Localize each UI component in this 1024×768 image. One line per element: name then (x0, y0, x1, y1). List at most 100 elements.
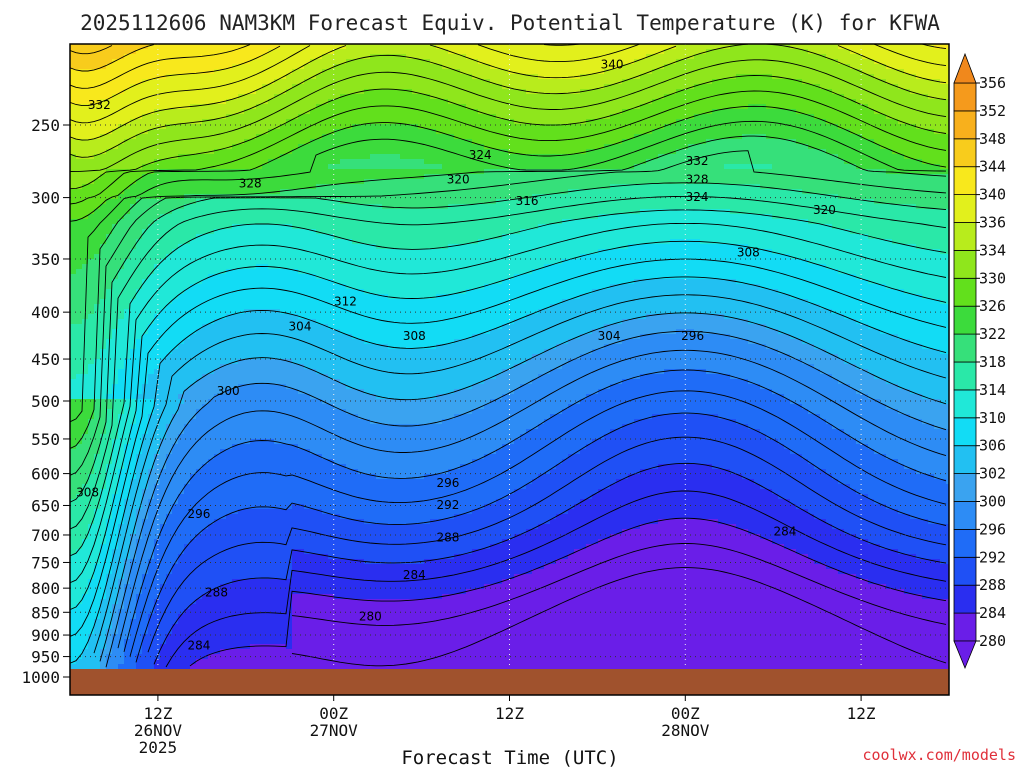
contour-cell (208, 99, 215, 105)
contour-cell (130, 379, 137, 385)
contour-cell (268, 529, 275, 535)
contour-cell (286, 599, 293, 605)
contour-cell (172, 124, 179, 130)
contour-cell (280, 374, 287, 380)
contour-cell (106, 449, 113, 455)
contour-cell (94, 364, 101, 370)
contour-cell (268, 334, 275, 340)
contour-cell (70, 274, 77, 280)
contour-cell (250, 84, 257, 90)
contour-cell (100, 409, 107, 415)
contour-cell (202, 199, 209, 205)
contour-cell (88, 614, 95, 620)
contour-cell (82, 94, 89, 100)
contour-cell (166, 99, 173, 105)
contour-cell (268, 139, 275, 145)
contour-cell (244, 254, 251, 260)
contour-cell (220, 609, 227, 615)
contour-cell (82, 664, 89, 670)
contour-cell (190, 639, 197, 645)
contour-cell (256, 249, 263, 255)
contour-cell (178, 49, 185, 55)
contour-cell (130, 214, 137, 220)
contour-cell (214, 639, 221, 645)
contour-cell (304, 379, 311, 385)
contour-cell (100, 599, 107, 605)
contour-cell (298, 604, 305, 610)
contour-cell (214, 209, 221, 215)
contour-cell (196, 519, 203, 525)
contour-cell (76, 89, 83, 95)
contour-cell (292, 334, 299, 340)
contour-cell (178, 564, 185, 570)
contour-cell (238, 449, 245, 455)
contour-cell (268, 639, 275, 645)
contour-cell (184, 219, 191, 225)
contour-cell (178, 249, 185, 255)
contour-cell (184, 589, 191, 595)
contour-cell (136, 89, 143, 95)
contour-cell (82, 149, 89, 155)
contour-cell (112, 74, 119, 80)
contour-cell (262, 594, 269, 600)
contour-cell (226, 164, 233, 170)
contour-cell (244, 639, 251, 645)
contour-cell (88, 479, 95, 485)
contour-cell (262, 259, 269, 265)
contour-cell (106, 564, 113, 570)
contour-cell (238, 174, 245, 180)
contour-cell (70, 184, 77, 190)
contour-cell (76, 539, 83, 545)
contour-cell (148, 164, 155, 170)
contour-cell (166, 234, 173, 240)
contour-cell (238, 319, 245, 325)
contour-cell (184, 174, 191, 180)
contour-cell (82, 354, 89, 360)
contour-cell (100, 224, 107, 230)
contour-cell (280, 334, 287, 340)
contour-cell (88, 284, 95, 290)
contour-cell (196, 244, 203, 250)
contour-cell (238, 99, 245, 105)
contour-cell (196, 599, 203, 605)
contour-cell (106, 124, 113, 130)
contour-cell (202, 359, 209, 365)
contour-cell (76, 429, 83, 435)
contour-cell (136, 449, 143, 455)
contour-cell (232, 179, 239, 185)
contour-cell (238, 119, 245, 125)
contour-cell (88, 634, 95, 640)
contour-cell (220, 119, 227, 125)
contour-cell (214, 644, 221, 650)
contour-cell (88, 389, 95, 395)
contour-cell (76, 64, 83, 70)
contour-cell (292, 659, 299, 665)
contour-cell (268, 114, 275, 120)
contour-cell (154, 209, 161, 215)
contour-cell (190, 474, 197, 480)
contour-cell (268, 159, 275, 165)
contour-cell (94, 659, 101, 665)
contour-cell (196, 339, 203, 345)
contour-cell (262, 644, 269, 650)
contour-cell (178, 379, 185, 385)
contour-cell (238, 294, 245, 300)
contour-cell (298, 624, 305, 630)
contour-cell (124, 559, 131, 565)
contour-cell (250, 204, 257, 210)
contour-cell (226, 479, 233, 485)
contour-cell (178, 69, 185, 75)
contour-cell (166, 204, 173, 210)
contour-cell (154, 119, 161, 125)
contour-cell (118, 364, 125, 370)
contour-cell (124, 409, 131, 415)
contour-cell (166, 584, 173, 590)
contour-cell (118, 224, 125, 230)
contour-cell (82, 534, 89, 540)
contour-cell (124, 449, 131, 455)
contour-cell (238, 594, 245, 600)
contour-cell (220, 279, 227, 285)
contour-cell (256, 339, 263, 345)
contour-cell (94, 139, 101, 145)
contour-cell (94, 374, 101, 380)
